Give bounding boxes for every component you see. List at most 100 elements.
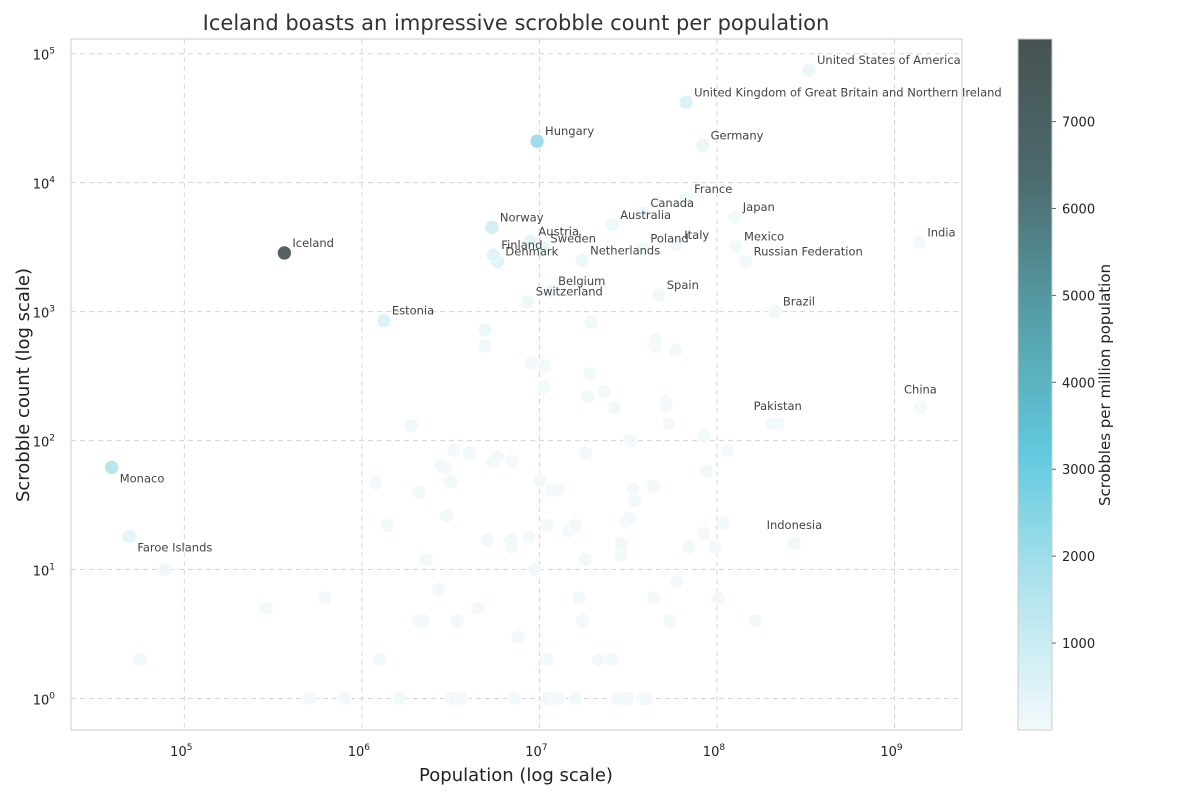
data-point (551, 481, 566, 497)
point-germany (695, 137, 710, 153)
y-tick-label: 103 (33, 305, 55, 322)
data-point (696, 526, 711, 541)
label-faroe-islands: Faroe Islands (137, 541, 212, 555)
label-netherlands: Netherlands (590, 243, 660, 257)
label-india: India (927, 225, 955, 239)
label-sweden: Sweden (550, 231, 595, 245)
data-point (698, 463, 714, 479)
label-australia: Australia (620, 208, 671, 222)
label-estonia: Estonia (392, 304, 434, 318)
data-point (439, 508, 454, 524)
label-spain: Spain (667, 278, 699, 292)
point-japan (727, 209, 743, 225)
data-point (711, 590, 727, 606)
y-tick-label: 101 (33, 563, 55, 580)
data-point (681, 539, 697, 555)
data-point (748, 613, 763, 629)
x-tick-label: 109 (880, 743, 903, 760)
x-tick-label: 106 (348, 743, 371, 760)
label-indonesia: Indonesia (767, 518, 823, 532)
data-point (765, 416, 781, 432)
data-point (443, 474, 458, 489)
point-belgium (542, 283, 558, 299)
point-iceland (277, 245, 292, 261)
data-point (567, 518, 583, 533)
point-canada (635, 205, 650, 221)
y-tick-label: 104 (33, 176, 56, 193)
data-point (477, 338, 493, 354)
data-point (302, 691, 318, 706)
point-united-kingdom-of-great-britain-and-northern-ireland (678, 94, 694, 110)
data-point (523, 355, 539, 371)
data-point (580, 389, 595, 404)
y-tick-label: 105 (33, 47, 55, 64)
data-point (431, 582, 446, 597)
data-point (639, 691, 654, 706)
colorbar-tick-label: 1000 (1062, 637, 1095, 652)
colorbar-label: Scrobbles per million population (1096, 264, 1114, 506)
point-sweden (535, 240, 550, 256)
label-monaco: Monaco (120, 471, 165, 485)
point-finland (486, 247, 501, 263)
data-point (446, 442, 462, 457)
data-point (583, 314, 599, 330)
data-point (537, 358, 552, 374)
point-norway (484, 220, 500, 235)
plot-area (70, 38, 963, 731)
data-point (372, 652, 387, 667)
colorbar-tick-label: 5000 (1062, 289, 1095, 304)
data-point (662, 613, 678, 629)
x-tick-label: 107 (525, 743, 547, 760)
data-point (527, 562, 542, 577)
point-italy (668, 237, 684, 253)
point-hungary (529, 133, 545, 149)
chart-title: Iceland boasts an impressive scrobble co… (203, 11, 830, 35)
data-point (716, 515, 732, 531)
point-faroe-islands (122, 529, 137, 544)
data-point (591, 652, 606, 667)
data-point (368, 475, 384, 491)
data-point (658, 398, 674, 414)
label-japan: Japan (742, 200, 775, 214)
data-point (532, 473, 548, 488)
data-point (578, 445, 593, 461)
y-axis-label: Scrobble count (log scale) (13, 268, 34, 502)
data-point (380, 518, 396, 533)
label-finland: Finland (501, 238, 542, 252)
data-point (668, 343, 684, 358)
label-united-kingdom-of-great-britain-and-northern-ireland: United Kingdom of Great Britain and Nort… (694, 85, 1002, 99)
data-point (521, 529, 536, 544)
point-russian-federation (738, 254, 753, 269)
data-point (648, 332, 663, 347)
colorbar-tick-label: 3000 (1062, 463, 1095, 478)
data-point (536, 379, 552, 395)
data-point (490, 449, 505, 465)
point-austria (523, 234, 538, 249)
data-point (433, 458, 449, 473)
data-point (578, 552, 593, 567)
label-denmark: Denmark (505, 244, 558, 258)
point-poland (635, 240, 650, 256)
data-point (337, 691, 352, 706)
data-point (622, 510, 638, 526)
data-point (613, 535, 629, 551)
data-point (392, 691, 407, 706)
data-point (462, 445, 478, 461)
point-estonia (376, 313, 392, 329)
y-tick-label: 100 (33, 692, 56, 709)
label-france: France (694, 182, 732, 196)
label-china: China (904, 383, 937, 397)
point-india (912, 234, 927, 250)
point-china (913, 400, 928, 415)
data-point (504, 454, 520, 469)
data-point (645, 479, 661, 494)
data-point (610, 691, 625, 706)
data-point (157, 562, 173, 577)
data-point (418, 552, 434, 567)
data-point (568, 691, 583, 706)
data-point (597, 384, 612, 399)
point-united-states-of-america (801, 62, 817, 78)
data-point (707, 539, 723, 555)
data-point (661, 416, 677, 432)
colorbar (1017, 38, 1053, 731)
